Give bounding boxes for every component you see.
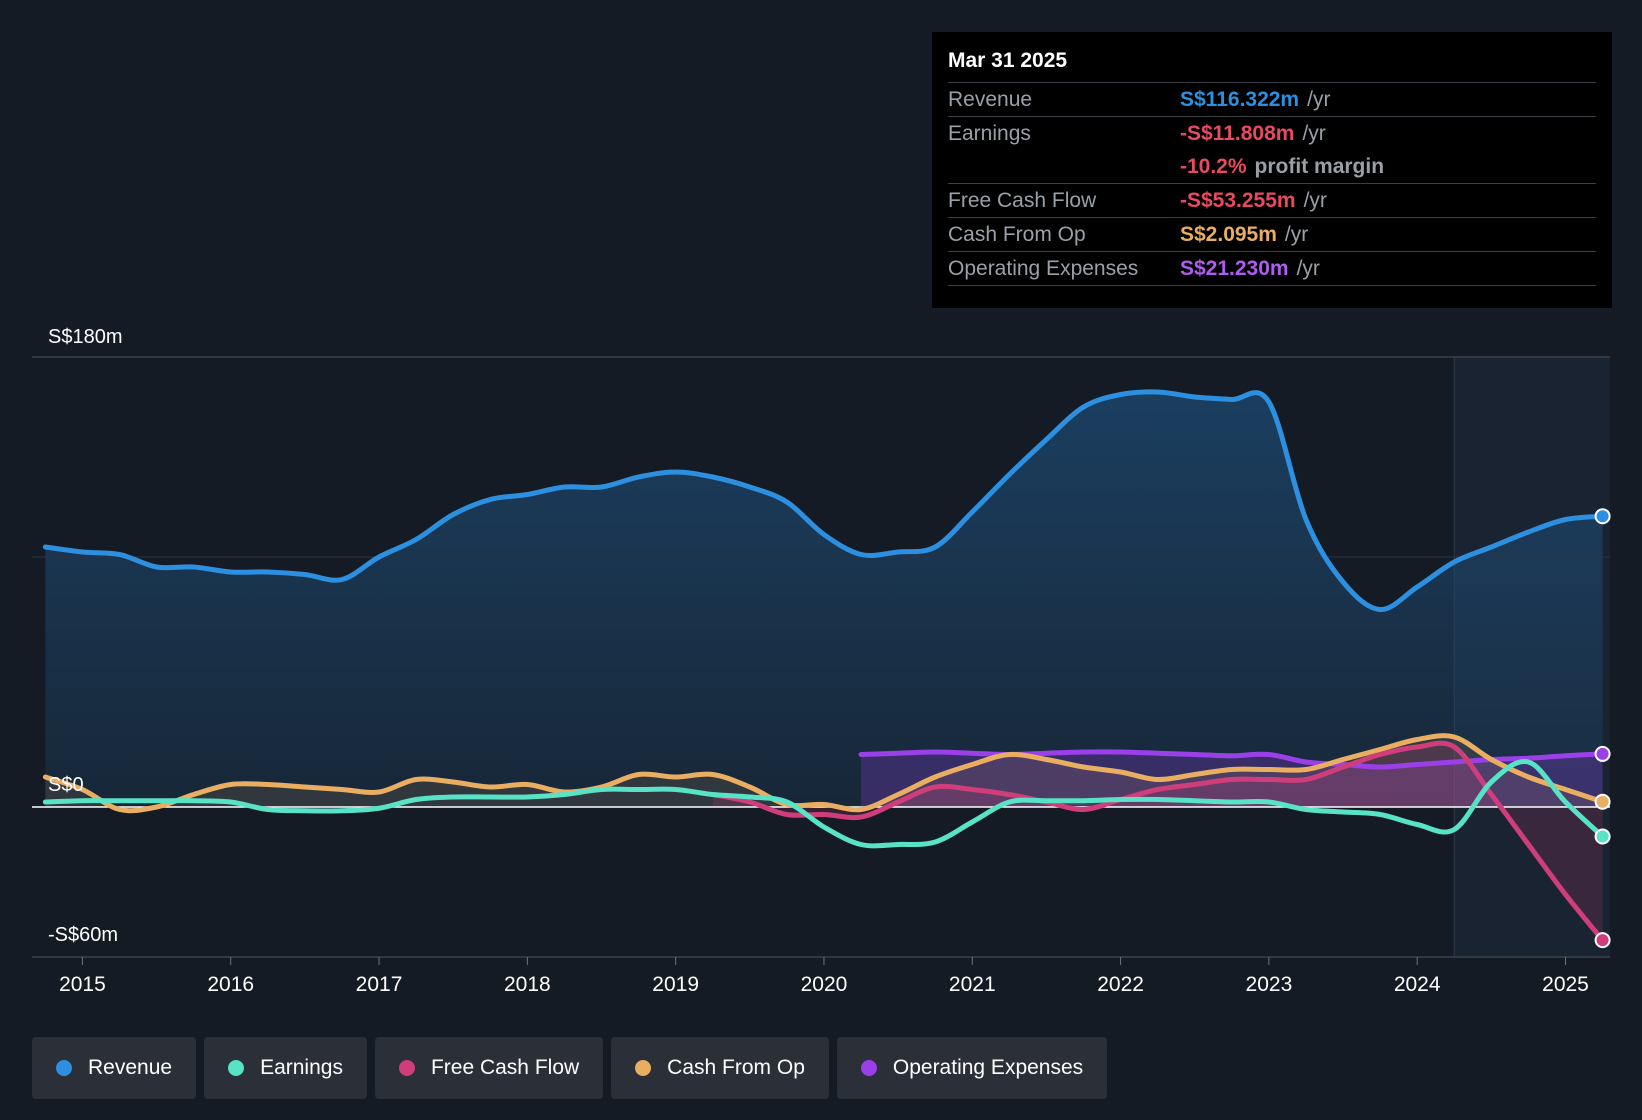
tooltip-label: Cash From Op <box>948 223 1086 246</box>
free-cash-flow-line <box>710 740 1606 943</box>
revenue-line <box>42 389 1606 612</box>
series-fills <box>45 391 1603 941</box>
earnings-end-marker <box>1594 828 1611 845</box>
tooltip-value: -10.2% <box>1180 155 1247 178</box>
tooltip-unit: /yr <box>1302 122 1326 145</box>
tooltip-unit: /yr <box>1307 88 1331 111</box>
legend-label: Operating Expenses <box>892 1056 1084 1079</box>
tooltip-unit: profit margin <box>1254 155 1385 178</box>
legend-label: Revenue <box>88 1056 173 1079</box>
x-tick-label: 2015 <box>59 973 106 996</box>
legend-label: Free Cash Flow <box>430 1056 580 1079</box>
tooltip-unit: /yr <box>1296 257 1320 280</box>
chart-legend: Revenue Earnings Free Cash Flow Cash Fro… <box>32 1037 1108 1099</box>
legend-dot-icon <box>228 1060 245 1076</box>
x-tick-label: 2025 <box>1542 973 1589 996</box>
tooltip-unit: /yr <box>1284 223 1309 246</box>
tooltip-value: S$116.322m <box>1180 88 1300 111</box>
y-axis-label-min: -S$60m <box>48 924 118 946</box>
legend-dot-icon <box>398 1060 415 1076</box>
x-tick-label: 2022 <box>1097 973 1144 996</box>
tooltip-label: Operating Expenses <box>948 257 1139 280</box>
y-axis-label-max: S$180m <box>48 326 123 348</box>
cash-from-op-end-marker <box>1594 793 1611 810</box>
tooltip-unit: /yr <box>1303 189 1327 212</box>
series-lines <box>42 389 1606 943</box>
free-cash-flow-area <box>712 743 1603 941</box>
legend-item-revenue[interactable]: Revenue <box>32 1037 197 1099</box>
earnings-line <box>42 758 1606 849</box>
cash-from-op-area <box>45 735 1603 811</box>
legend-label: Earnings <box>260 1056 343 1079</box>
x-tick-label: 2017 <box>356 973 403 996</box>
tooltip-value: -S$53.255m <box>1180 189 1296 212</box>
tooltip-label: Free Cash Flow <box>948 189 1097 212</box>
legend-item-free-cash-flow[interactable]: Free Cash Flow <box>374 1037 604 1099</box>
legend-dot-icon <box>56 1060 72 1076</box>
tooltip-date: Mar 31 2025 <box>948 46 1596 83</box>
revenue-area <box>45 391 1603 807</box>
free-cash-flow-end-marker <box>1594 932 1611 949</box>
legend-dot-icon <box>860 1060 877 1076</box>
x-tick-label: 2021 <box>949 973 996 996</box>
operating-expenses-line <box>858 749 1606 770</box>
tooltip-row-revenue: Revenue S$116.322m /yr <box>948 83 1596 117</box>
x-tick-label: 2019 <box>652 973 699 996</box>
legend-dot-icon <box>635 1060 652 1076</box>
tooltip-row-opex: Operating Expenses S$21.230m /yr <box>948 252 1596 286</box>
x-tick-label: 2023 <box>1246 973 1293 996</box>
legend-item-cash-from-op[interactable]: Cash From Op <box>611 1037 829 1099</box>
series-end-markers <box>1594 508 1611 949</box>
cash-from-op-line <box>42 733 1606 814</box>
operating-expenses-end-marker <box>1594 745 1611 762</box>
x-tick-label: 2018 <box>504 973 551 996</box>
tooltip-row-margin: -10.2% profit margin <box>948 150 1596 184</box>
tooltip-label: Revenue <box>948 88 1033 111</box>
x-axis-ticks: 2015 2016 2017 2018 2019 2020 2021 2022 2023 2024… <box>59 957 1589 996</box>
grid-lines <box>32 356 1610 958</box>
legend-item-operating-expenses[interactable]: Operating Expenses <box>836 1037 1108 1099</box>
tooltip-value: S$2.095m <box>1180 223 1277 246</box>
tooltip-row-fcf: Free Cash Flow -S$53.255m /yr <box>948 184 1596 218</box>
legend-label: Cash From Op <box>667 1056 805 1079</box>
tooltip-row-cfo: Cash From Op S$2.095m /yr <box>948 218 1596 252</box>
y-axis-label-zero: S$0 <box>48 774 84 796</box>
x-tick-label: 2020 <box>801 973 848 996</box>
x-tick-label: 2024 <box>1394 973 1441 996</box>
legend-item-earnings[interactable]: Earnings <box>204 1037 367 1099</box>
tooltip-value: -S$11.808m <box>1180 122 1295 145</box>
x-tick-label: 2016 <box>207 973 254 996</box>
tooltip-label: Earnings <box>948 122 1031 145</box>
data-tooltip: Mar 31 2025 Revenue S$116.322m /yr Earni… <box>932 32 1612 308</box>
tooltip-row-earnings: Earnings -S$11.808m /yr <box>948 117 1596 150</box>
revenue-end-marker <box>1594 508 1611 525</box>
tooltip-value: S$21.230m <box>1180 257 1289 280</box>
